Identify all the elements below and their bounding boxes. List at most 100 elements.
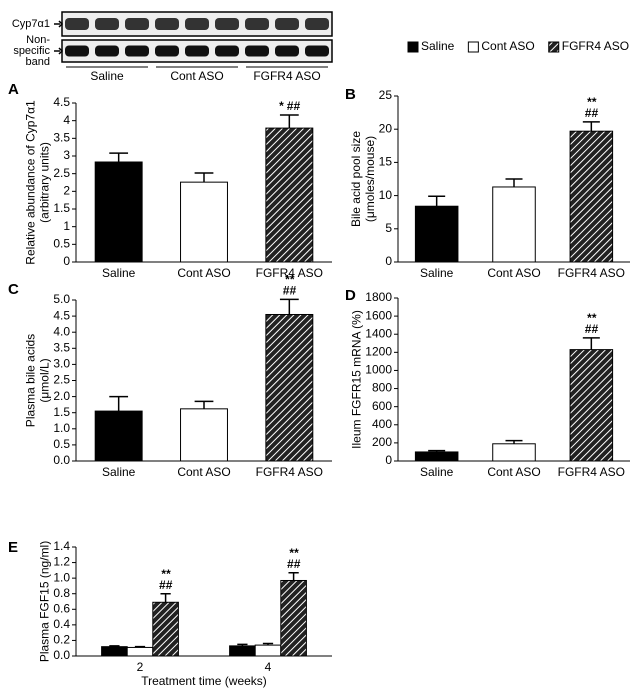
blot-band	[305, 45, 329, 57]
annotation: ##	[287, 557, 301, 571]
legend-label: Saline	[421, 39, 455, 53]
error-bar	[109, 395, 129, 412]
x-tick-label: Cont ASO	[177, 266, 230, 280]
y-tick-label: 800	[372, 381, 392, 395]
bar	[265, 127, 314, 263]
y-tick-label: 0.8	[53, 586, 70, 600]
bar	[492, 186, 536, 263]
y-tick-label: 1400	[365, 326, 392, 340]
y-tick-label: 20	[379, 121, 393, 135]
y-tick-label: 200	[372, 435, 392, 449]
panel-letter: A	[8, 81, 19, 98]
error-bar	[262, 642, 274, 646]
y-axis-label: Plasma FGF15 (ng/ml)	[37, 541, 51, 662]
blot-band	[65, 18, 89, 30]
annotation: ##	[585, 322, 599, 336]
error-bar	[109, 645, 120, 647]
blot-band	[245, 18, 269, 30]
error-bar	[237, 643, 248, 646]
blot-group-label: Cont ASO	[170, 69, 223, 83]
x-axis-label: Treatment time (weeks)	[141, 674, 267, 688]
legend-swatch	[467, 41, 479, 53]
annotation: **	[587, 311, 598, 325]
y-tick-label: 1.2	[53, 555, 70, 569]
y-tick-label: 1200	[365, 345, 392, 359]
error-bar	[109, 152, 129, 163]
y-tick-label: 1.5	[53, 405, 70, 419]
blot-arrow	[54, 20, 64, 28]
annotation: ##	[159, 578, 173, 592]
error-bar	[582, 337, 600, 350]
x-tick-label: Cont ASO	[487, 266, 540, 280]
error-bar	[194, 400, 214, 409]
x-tick-label: FGFR4 ASO	[558, 465, 625, 479]
y-tick-label: 3	[63, 148, 70, 162]
y-axis-label: (μmol/L)	[37, 358, 51, 402]
annotation: **	[289, 546, 300, 560]
blot-band	[305, 18, 329, 30]
x-tick-label: FGFR4 ASO	[558, 266, 625, 280]
y-tick-label: 0	[385, 453, 392, 467]
panel-letter: B	[345, 86, 356, 103]
y-tick-label: 0.4	[53, 617, 70, 631]
blot-band	[185, 18, 209, 30]
y-tick-label: 1.0	[53, 421, 70, 435]
blot-band	[215, 45, 239, 57]
y-tick-label: 4.5	[53, 95, 70, 109]
blot-band	[95, 45, 119, 57]
y-tick-label: 0.0	[53, 648, 70, 662]
y-tick-label: 1.5	[53, 201, 70, 215]
bar	[569, 349, 614, 462]
blot-band	[125, 45, 149, 57]
blot-band	[185, 45, 209, 57]
y-tick-label: 2.5	[53, 166, 70, 180]
bar	[265, 313, 314, 462]
error-bar	[279, 298, 299, 315]
bar	[94, 161, 143, 263]
y-tick-label: 0.2	[53, 633, 70, 647]
y-axis-label: (μmoles/mouse)	[363, 136, 377, 222]
y-axis-label: (arbitrary units)	[37, 142, 51, 223]
y-tick-label: 3.5	[53, 131, 70, 145]
y-tick-label: 1600	[365, 308, 392, 322]
bar	[414, 205, 459, 263]
y-tick-label: 1000	[365, 363, 392, 377]
bar	[152, 601, 179, 657]
blot-label: Cyp7α1	[12, 18, 50, 30]
x-tick-label: FGFR4 ASO	[256, 266, 323, 280]
bar	[180, 408, 228, 462]
y-tick-label: 0	[63, 254, 70, 268]
bar	[180, 181, 228, 263]
bar	[254, 644, 282, 657]
annotation: **	[161, 567, 172, 581]
error-bar	[134, 645, 146, 648]
legend-label: FGFR4 ASO	[562, 39, 629, 53]
y-tick-label: 4.5	[53, 308, 70, 322]
y-tick-label: 0.5	[53, 237, 70, 251]
error-bar	[428, 449, 446, 452]
error-bar	[505, 439, 523, 444]
y-axis-label: Bile acid pool size	[349, 131, 363, 227]
bar	[126, 646, 154, 657]
x-tick-label: 4	[265, 660, 272, 674]
error-bar	[288, 571, 299, 581]
blot-band	[155, 45, 179, 57]
y-tick-label: 4.0	[53, 324, 70, 338]
y-tick-label: 0	[385, 254, 392, 268]
x-tick-label: Saline	[420, 266, 454, 280]
y-axis-label: Plasma bile acids	[23, 334, 37, 427]
bar	[94, 410, 143, 462]
panel-letter: E	[8, 539, 18, 556]
y-tick-label: 400	[372, 417, 392, 431]
x-tick-label: Saline	[420, 465, 454, 479]
panel-letter: C	[8, 281, 19, 298]
bar	[414, 451, 459, 462]
error-bar	[194, 172, 214, 183]
bar	[229, 645, 256, 657]
legend-label: Cont ASO	[481, 39, 534, 53]
y-tick-label: 0.0	[53, 453, 70, 467]
y-tick-label: 1800	[365, 290, 392, 304]
y-tick-label: 5.0	[53, 292, 70, 306]
blot-band	[245, 45, 269, 57]
